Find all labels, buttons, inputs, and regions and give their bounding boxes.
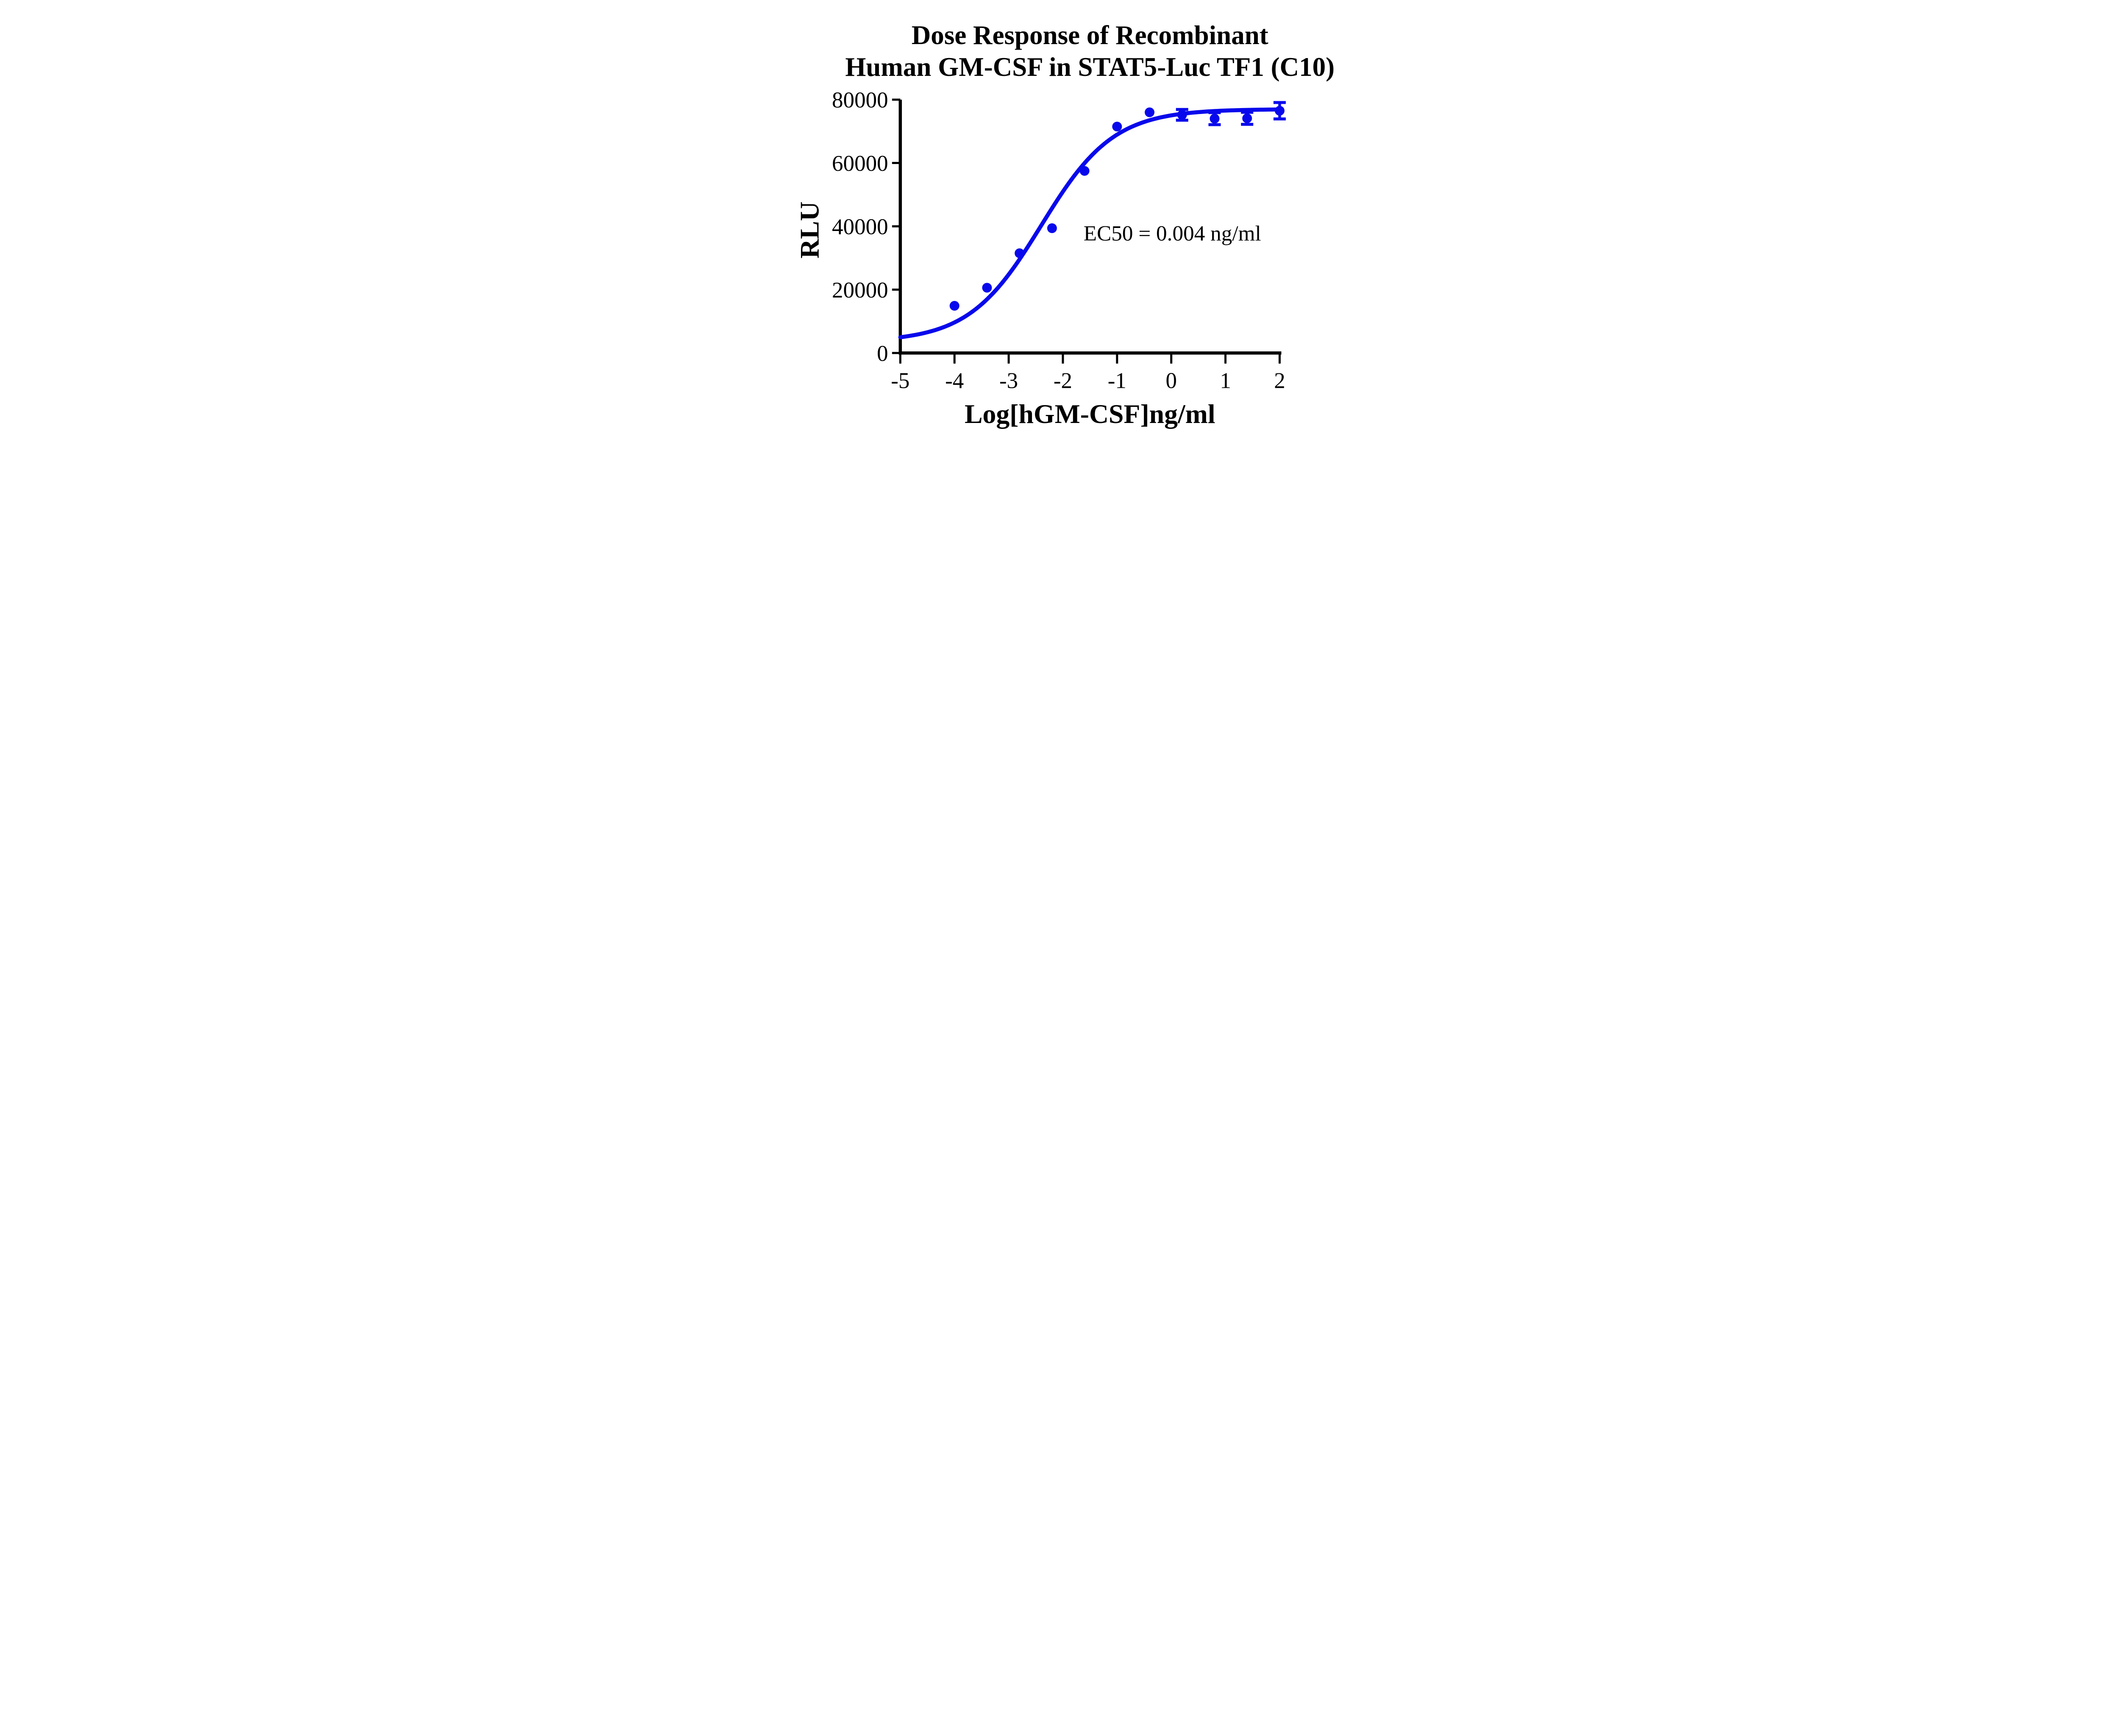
data-point	[1177, 110, 1187, 120]
y-axis-spine-and-ticks: 0 20000 40000 60000 80000	[832, 88, 902, 366]
x-tick-label: -2	[1054, 368, 1072, 393]
data-point	[1112, 122, 1122, 132]
chart-figure: Dose Response of Recombinant Human GM-CS…	[784, 0, 1335, 434]
x-tick-label: -4	[945, 368, 964, 393]
chart-title: Dose Response of Recombinant Human GM-CS…	[845, 20, 1335, 82]
x-tick-label: 2	[1274, 368, 1285, 393]
data-point	[1210, 114, 1220, 124]
x-axis-label: Log[hGM-CSF]ng/ml	[965, 399, 1215, 429]
data-point	[1047, 223, 1057, 233]
y-tick-label: 20000	[832, 278, 888, 303]
x-tick-label: -3	[999, 368, 1018, 393]
y-tick-label: 40000	[832, 214, 888, 239]
y-axis-label: RLU	[795, 201, 825, 259]
data-point	[982, 283, 992, 293]
y-axis: RLU 0 20000 40000 60000 80000	[795, 88, 902, 366]
y-tick-label: 0	[877, 341, 888, 366]
x-tick-label: -1	[1108, 368, 1126, 393]
x-axis: Log[hGM-CSF]ng/ml -5 -4 -3 -2 -1 0 1 2	[891, 351, 1285, 429]
data-point	[949, 300, 959, 311]
ec50-annotation: EC50 = 0.004 ng/ml	[1084, 222, 1261, 246]
y-tick-label: 80000	[832, 88, 888, 113]
x-tick-label: -5	[891, 368, 909, 393]
chart-svg: Dose Response of Recombinant Human GM-CS…	[784, 0, 1335, 434]
data-point	[1015, 248, 1025, 258]
chart-title-line1: Dose Response of Recombinant	[912, 20, 1268, 50]
chart-title-line2: Human GM-CSF in STAT5-Luc TF1 (C10)	[845, 52, 1335, 82]
data-point	[1145, 107, 1155, 117]
data-points	[949, 106, 1285, 311]
x-tick-label: 1	[1220, 368, 1231, 393]
data-point	[1274, 106, 1285, 116]
fit-curve	[898, 107, 1282, 339]
data-point	[1079, 166, 1090, 176]
x-axis-spine-and-ticks: -5 -4 -3 -2 -1 0 1 2	[891, 351, 1285, 393]
dose-response-curve	[898, 107, 1282, 339]
x-tick-label: 0	[1165, 368, 1177, 393]
data-point	[1242, 113, 1252, 123]
y-tick-label: 60000	[832, 151, 888, 176]
